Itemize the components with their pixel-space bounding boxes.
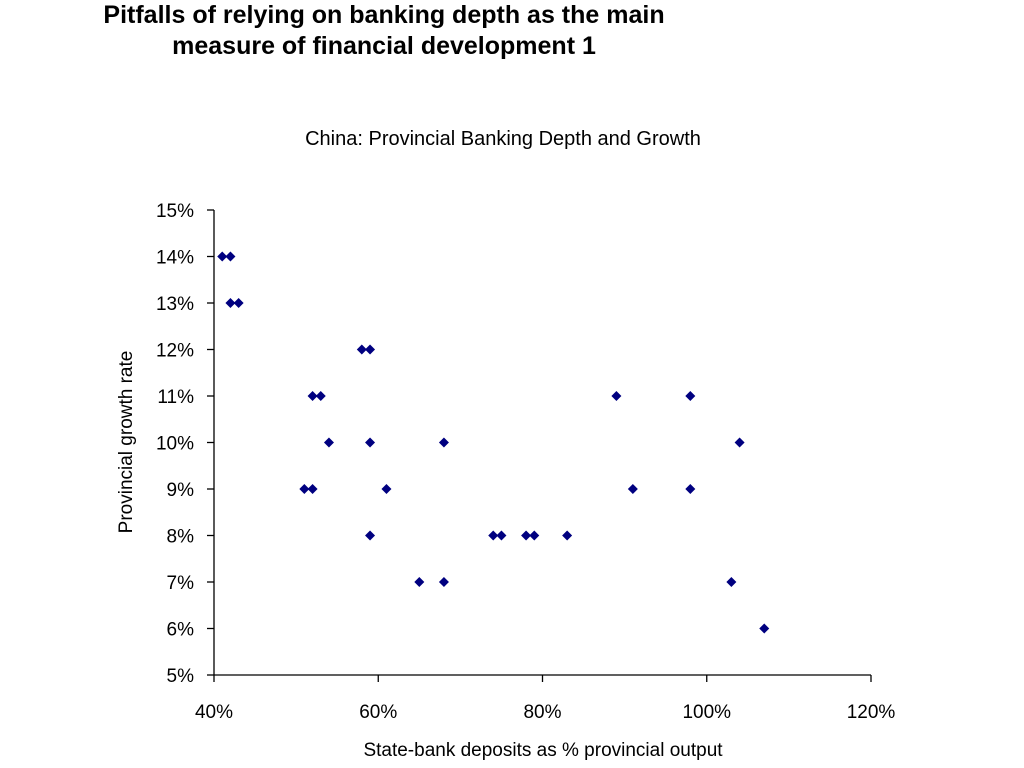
data-point [685,484,696,494]
data-point [529,530,540,541]
y-tick-label: 11% [157,387,194,408]
data-point [299,484,310,494]
data-point [496,530,507,541]
data-point [611,391,622,401]
slide-title-line-2: measure of financial development 1 [172,32,596,60]
y-tick-label: 5% [167,666,195,687]
plot-area: 5% 6% 7% 8% 9% 10% 11% 12% 13% 14% 15% 40% 60% 80% 100… [156,201,895,723]
data-point [225,251,236,262]
y-axis-label: Provincial growth rate [116,351,137,534]
data-point [307,391,318,401]
x-tick-label: 120% [847,702,896,723]
data-point [488,530,499,541]
y-tick-label: 15% [156,201,194,222]
data-point [356,344,367,355]
data-point [726,577,737,587]
x-axis-label: State-bank deposits as % provincial outp… [363,740,723,761]
x-tick-label: 60% [359,702,397,723]
data-point [759,623,770,634]
x-tick-label: 40% [195,702,233,723]
data-point [562,530,573,541]
y-tick-label: 8% [167,527,195,548]
y-tick-label: 10% [156,434,194,455]
data-point [225,298,236,308]
data-point [307,484,318,494]
data-point [414,577,425,587]
y-tick-label: 7% [167,573,195,594]
data-point [365,437,376,448]
data-point [233,298,244,308]
x-tick-label: 80% [523,702,561,723]
data-point [521,530,532,541]
y-tick-label: 12% [156,341,194,362]
data-point [438,577,449,587]
x-tick-label: 100% [682,702,731,723]
data-point [217,251,228,262]
data-point [365,344,376,355]
data-point [323,437,334,448]
y-tick-label: 13% [156,294,194,315]
data-point [685,391,696,401]
chart-title: China: Provincial Banking Depth and Grow… [305,128,701,150]
data-point [381,484,392,494]
data-point [627,484,638,494]
slide-title-line-1: Pitfalls of relying on banking depth as … [103,1,665,29]
data-point [315,391,326,401]
data-point [734,437,745,448]
data-point [438,437,449,448]
y-tick-label: 6% [167,620,195,641]
data-point [365,530,376,541]
y-tick-label: 9% [167,480,195,501]
y-tick-label: 14% [156,248,194,269]
slide-title: Pitfalls of relying on banking depth as … [0,0,768,62]
